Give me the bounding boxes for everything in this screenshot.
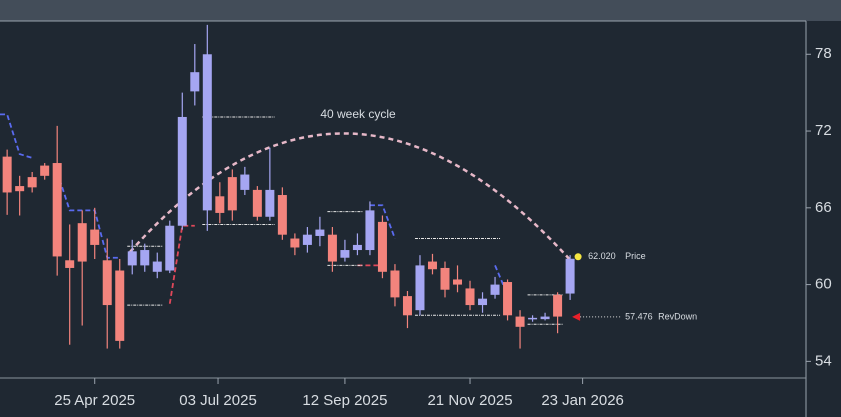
candle-body xyxy=(453,279,463,285)
candle-body xyxy=(15,186,25,192)
candle-body xyxy=(390,270,400,298)
candle-body xyxy=(402,296,412,316)
candle-body xyxy=(340,250,350,258)
candle-body xyxy=(315,229,325,236)
candle-body xyxy=(440,267,450,290)
annotation-text: RevDown xyxy=(658,311,697,321)
cycle-arc xyxy=(129,132,573,263)
x-tick-label: 25 Apr 2025 xyxy=(54,392,135,409)
candle-body xyxy=(202,54,212,211)
candle-body xyxy=(290,238,300,248)
top-band xyxy=(0,0,841,21)
y-tick-label: 60 xyxy=(815,276,832,293)
cycle-label: 40 week cycle xyxy=(320,107,396,121)
annotation-value: 62.020 xyxy=(588,251,616,261)
candle-body xyxy=(252,189,262,217)
candle-body xyxy=(227,177,237,211)
revdown-arrow xyxy=(572,312,581,321)
candle-body xyxy=(152,261,162,272)
band-line xyxy=(168,224,195,304)
candle-body xyxy=(415,265,425,311)
candle-body xyxy=(528,317,538,320)
price-marker xyxy=(574,253,582,261)
candle-body xyxy=(427,261,437,270)
y-tick-label: 54 xyxy=(815,352,832,369)
candle-body xyxy=(327,234,337,262)
candle-body xyxy=(40,165,50,176)
candle-body xyxy=(177,116,187,226)
candle-body xyxy=(565,258,575,294)
candle-body xyxy=(465,288,475,306)
candle-body xyxy=(215,196,225,213)
candle-body xyxy=(515,316,525,327)
candle-body xyxy=(52,163,62,257)
annotation-text: Price xyxy=(625,251,646,261)
candle-body xyxy=(165,225,175,271)
x-tick-label: 23 Jan 2026 xyxy=(541,392,624,409)
candle-body xyxy=(490,284,500,295)
candle-body xyxy=(377,221,387,272)
annotation-value: 57.476 xyxy=(625,311,653,321)
candle-body xyxy=(478,298,488,306)
x-tick-label: 21 Nov 2025 xyxy=(427,392,512,409)
candle-body xyxy=(553,294,563,317)
candle-body xyxy=(540,316,550,320)
x-tick-label: 03 Jul 2025 xyxy=(179,392,257,409)
y-tick-label: 66 xyxy=(815,199,832,216)
candle-body xyxy=(27,177,37,188)
candle-body xyxy=(102,260,112,306)
candle-body xyxy=(77,223,87,262)
x-tick-label: 12 Sep 2025 xyxy=(302,392,387,409)
candle-body xyxy=(65,260,75,268)
candle-body xyxy=(127,251,137,266)
candle-body xyxy=(115,270,125,341)
candle-body xyxy=(503,282,513,316)
band-line xyxy=(369,204,396,239)
candle-body xyxy=(90,229,100,245)
candle-body xyxy=(365,210,375,251)
candle-body xyxy=(240,174,250,190)
candle-body xyxy=(2,156,12,193)
candle-body xyxy=(302,234,312,245)
candle-body xyxy=(190,72,200,92)
candle-body xyxy=(140,250,150,266)
candle-body xyxy=(265,189,275,217)
candle-body xyxy=(352,244,362,251)
candle-body xyxy=(277,195,287,235)
band-line xyxy=(0,113,33,159)
y-tick-label: 78 xyxy=(815,45,832,62)
y-tick-label: 72 xyxy=(815,122,832,139)
